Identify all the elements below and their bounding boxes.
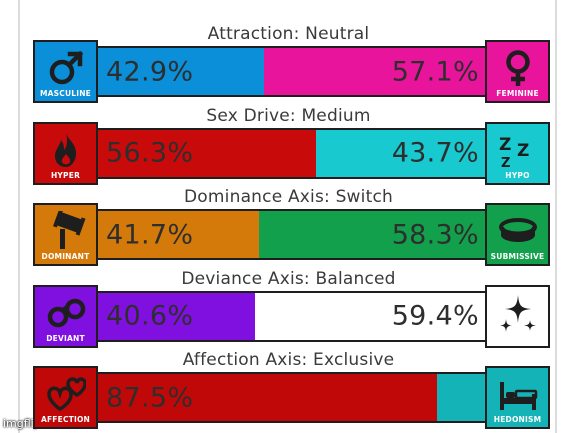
axis-row: AFFECTION HEDONISM 87.5%	[33, 366, 550, 429]
percentage-bar: 56.3% 43.7%	[96, 127, 487, 179]
axis-title: Affection Axis: Exclusive	[182, 350, 395, 370]
percentage-bar: 42.9% 57.1%	[96, 46, 487, 97]
right-badge: Z Z Z HYPO	[485, 121, 550, 185]
right-badge: FEMININE	[485, 40, 550, 103]
left-badge: MASCULINE	[33, 40, 98, 103]
svg-text:Z: Z	[499, 135, 511, 155]
left-segment: 56.3%	[98, 129, 316, 177]
right-badge-label: FEMININE	[496, 89, 539, 98]
axis-title: Attraction: Neutral	[207, 24, 370, 44]
right-badge-label: HYPO	[505, 170, 530, 180]
svg-text:Z: Z	[501, 156, 510, 170]
axis-title: Dominance Axis: Switch	[184, 187, 393, 207]
right-percentage: 57.1%	[391, 56, 479, 87]
right-badge: PURE	[485, 284, 550, 348]
percentage-bar: 41.7% 58.3%	[96, 209, 487, 260]
right-badge-label: HEDONISM	[493, 415, 542, 424]
right-segment	[436, 374, 485, 421]
left-badge-label: DEVIANT	[46, 333, 85, 343]
axis-title: Sex Drive: Medium	[206, 105, 371, 126]
left-segment: 87.5%	[98, 374, 437, 421]
axis-row: DOMINANT SUBMISSIVE 41.7% 58.3%	[33, 203, 550, 266]
axis-title: Deviance Axis: Balanced	[181, 268, 396, 289]
left-badge: HYPER	[33, 121, 98, 185]
right-segment: 43.7%	[315, 129, 485, 177]
left-badge-label: DOMINANT	[41, 252, 90, 261]
left-percentage: 42.9%	[106, 56, 194, 87]
percentage-bar: 40.6% 59.4%	[96, 290, 487, 342]
right-segment: 57.1%	[264, 48, 485, 95]
right-badge-label: SUBMISSIVE	[490, 252, 545, 261]
left-badge-label: MASCULINE	[39, 89, 92, 98]
right-percentage: 43.7%	[391, 137, 479, 169]
right-badge: HEDONISM	[485, 366, 550, 429]
right-segment: 58.3%	[259, 211, 485, 258]
svg-text:Z: Z	[517, 141, 529, 161]
left-badge: DOMINANT	[33, 203, 98, 266]
axis-row: HYPER Z Z Z HYPO 56.3% 43.7%	[33, 121, 550, 185]
left-badge-label: AFFECTION	[40, 415, 91, 424]
axis-row: MASCULINE FEMININE 42.9% 57.1%	[33, 40, 550, 103]
left-percentage: 56.3%	[106, 137, 194, 169]
left-segment: 41.7%	[98, 211, 260, 258]
left-badge-label: HYPER	[50, 170, 81, 180]
left-segment: 42.9%	[98, 48, 265, 95]
right-percentage: 59.4%	[391, 300, 479, 332]
right-percentage: 58.3%	[391, 219, 479, 250]
left-percentage: 87.5%	[106, 382, 194, 413]
left-percentage: 41.7%	[106, 219, 194, 250]
left-percentage: 40.6%	[106, 300, 194, 332]
right-badge-label: PURE	[505, 333, 530, 343]
results-frame	[18, 0, 557, 433]
left-segment: 40.6%	[98, 292, 256, 340]
right-segment: 59.4%	[255, 292, 485, 340]
left-badge: AFFECTION	[33, 366, 98, 429]
percentage-bar: 87.5%	[96, 372, 487, 423]
axis-row: DEVIANT PURE 40.6% 59.4%	[33, 284, 550, 348]
right-badge: SUBMISSIVE	[485, 203, 550, 266]
left-badge: DEVIANT	[33, 284, 98, 348]
